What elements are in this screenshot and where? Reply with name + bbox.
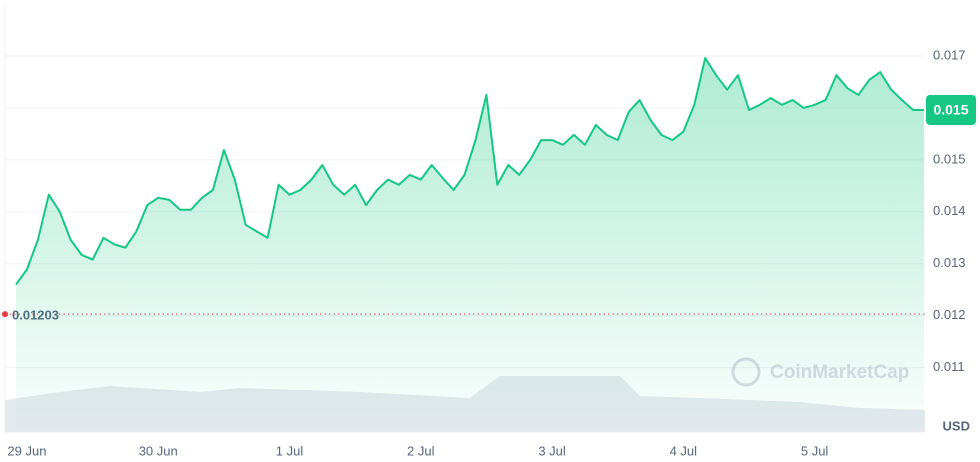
x-tick-label: 2 Jul [407,443,435,458]
watermark: CoinMarketCap [731,357,909,387]
y-tick-label: 0.014 [933,203,966,218]
watermark-text: CoinMarketCap [770,362,909,383]
price-tag-box [926,94,976,125]
y-tick-label: 0.015 [933,151,966,166]
x-tick-label: 29 Jun [7,443,46,458]
y-tick-label: 0.017 [933,47,966,62]
plot: 0.01203 [2,57,925,430]
y-tick-label: 0.011 [933,359,965,374]
x-tick-label: 5 Jul [801,443,829,458]
watermark-logo [731,357,761,387]
y-unit: USD [943,418,970,433]
reference-dot [2,311,8,318]
x-tick-label: 30 Jun [139,443,178,458]
y-tick-label: 0.013 [933,255,966,270]
y-tick-label: 0.012 [933,307,966,322]
price-line [15,57,924,286]
x-tick-label: 1 Jul [276,443,304,458]
area [16,58,924,430]
x-tick-label: 4 Jul [670,443,698,458]
x-tick-label: 3 Jul [538,443,566,458]
price-tag-text: 0.015 [933,102,968,118]
